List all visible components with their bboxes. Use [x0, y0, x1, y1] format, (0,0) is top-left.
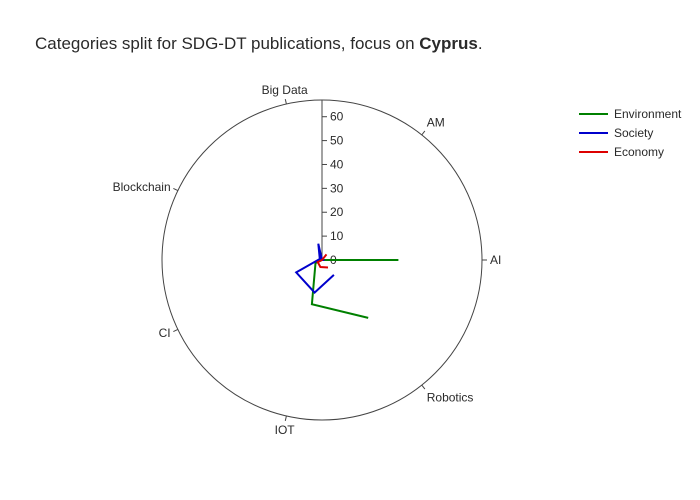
category-tick-big-data [284, 99, 287, 105]
radial-tick-label-40: 40 [330, 157, 344, 171]
chart-title: Categories split for SDG-DT publications… [35, 34, 483, 54]
radial-tick-label-10: 10 [330, 229, 344, 243]
category-label-am: AM [427, 116, 445, 130]
series-line-economy [316, 253, 329, 269]
chart-title-suffix: . [477, 34, 483, 53]
category-labels: AI AM Big Data Blockchain CI IOT Robotics [113, 83, 502, 437]
series-lines [294, 243, 399, 319]
category-label-iot: IOT [275, 423, 296, 437]
category-label-blockchain: Blockchain [113, 180, 171, 194]
category-tick-ci [173, 328, 179, 333]
category-label-robotics: Robotics [427, 390, 474, 404]
category-tick-am [421, 130, 426, 136]
category-label-ci: CI [159, 326, 171, 340]
category-label-big-data: Big Data [262, 83, 308, 97]
radial-tick-label-20: 20 [330, 205, 344, 219]
legend-label-environment: Environment [614, 107, 682, 121]
category-tick-robotics [421, 384, 426, 390]
chart-title-prefix: Categories split for SDG-DT publications… [35, 34, 420, 53]
radial-tick-label-60: 60 [330, 110, 344, 124]
radial-tick-label-50: 50 [330, 134, 344, 148]
category-tick-iot [284, 415, 287, 421]
category-label-ai: AI [490, 253, 501, 267]
legend-label-economy: Economy [614, 145, 664, 159]
legend: Environment Society Economy [579, 107, 682, 159]
chart-title-emphasis: Cyprus [419, 34, 478, 53]
category-tick-blockchain [173, 187, 179, 192]
radial-tick-label-30: 30 [330, 181, 344, 195]
legend-label-society: Society [614, 126, 653, 140]
